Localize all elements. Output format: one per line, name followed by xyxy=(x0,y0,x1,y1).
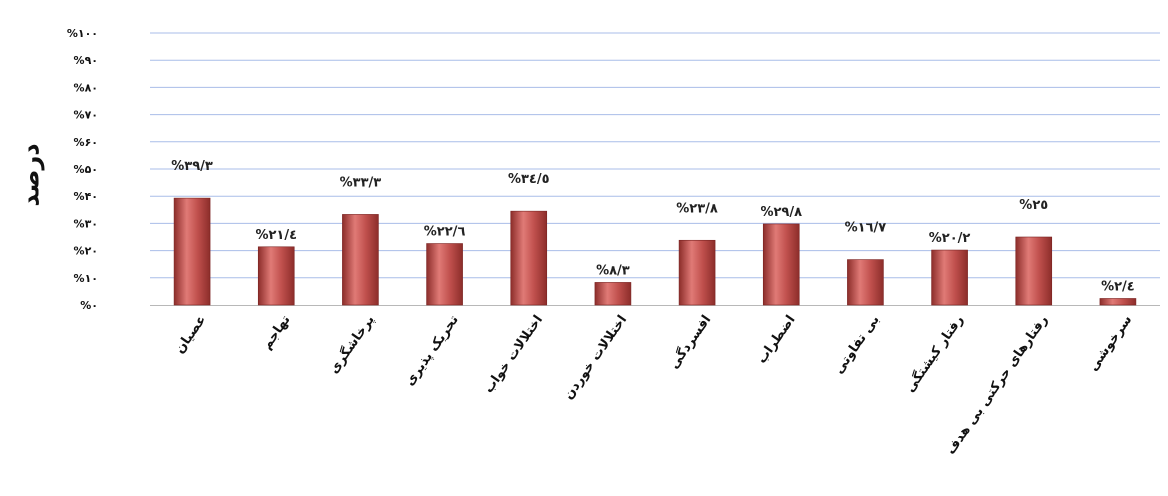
bar xyxy=(510,210,548,306)
y-tick-label: %۲۰ xyxy=(74,245,98,258)
y-tick-label: %۱۰ xyxy=(74,272,98,285)
x-tick-label: اختلالات خوردن xyxy=(561,313,630,403)
data-label: %۲۹/۸ xyxy=(760,205,802,220)
data-label: %۲٥ xyxy=(1019,198,1048,213)
bar xyxy=(678,239,716,306)
x-tick-label: اختلالات خواب xyxy=(481,313,546,396)
x-tick-label: اضطراب xyxy=(755,313,799,367)
y-tick-label: %۹۰ xyxy=(74,54,98,67)
x-tick-label: بی تفاوتی xyxy=(832,313,883,377)
x-tick-label: افسردگی xyxy=(666,312,714,372)
data-label: %۲۳/۸ xyxy=(676,201,718,216)
bar xyxy=(257,246,295,306)
bar xyxy=(173,197,211,306)
y-tick-label: %۴۰ xyxy=(74,190,98,203)
bar xyxy=(342,214,379,306)
x-tick-label: سرخوشی xyxy=(1086,313,1135,374)
x-tick-label: رفتارهای حرکتی بی هدف xyxy=(943,313,1051,458)
data-label: %۲۲/٦ xyxy=(424,225,466,240)
y-tick-label: %۱۰۰ xyxy=(67,27,98,40)
bar xyxy=(847,259,884,306)
y-tick-label: %۳۰ xyxy=(74,217,98,230)
data-label: %۲/٤ xyxy=(1101,279,1135,294)
y-tick-label: %۷۰ xyxy=(74,109,98,122)
bar xyxy=(931,249,968,306)
data-label: %۸/۳ xyxy=(596,263,630,278)
x-tick-label: عصیان xyxy=(172,313,209,357)
x-tick-label: رفتار کیشتگی xyxy=(902,312,967,395)
data-label: %۲۱/٤ xyxy=(255,228,297,243)
y-tick-label: %۵۰ xyxy=(74,163,98,176)
x-tick-label: تحریک پذیری xyxy=(402,313,462,389)
x-tick-label: تهاجم xyxy=(259,313,293,353)
bar xyxy=(426,243,463,306)
data-label: %۱٦/۷ xyxy=(845,221,887,236)
bar xyxy=(762,223,800,306)
data-label: %۳۹/۳ xyxy=(171,159,213,174)
y-tick-label: %۰ xyxy=(80,299,98,312)
y-tick-label: %۶۰ xyxy=(74,136,98,149)
data-label: %۳۳/۳ xyxy=(340,175,382,190)
data-label: %۳٤/٥ xyxy=(508,172,550,187)
bar xyxy=(594,282,632,306)
data-label: %۲۰/۲ xyxy=(929,231,971,246)
bar xyxy=(1015,236,1053,306)
x-tick-label: پرخاشگری xyxy=(326,312,378,377)
bar xyxy=(1099,298,1137,306)
y-tick-label: %۸۰ xyxy=(74,81,98,94)
